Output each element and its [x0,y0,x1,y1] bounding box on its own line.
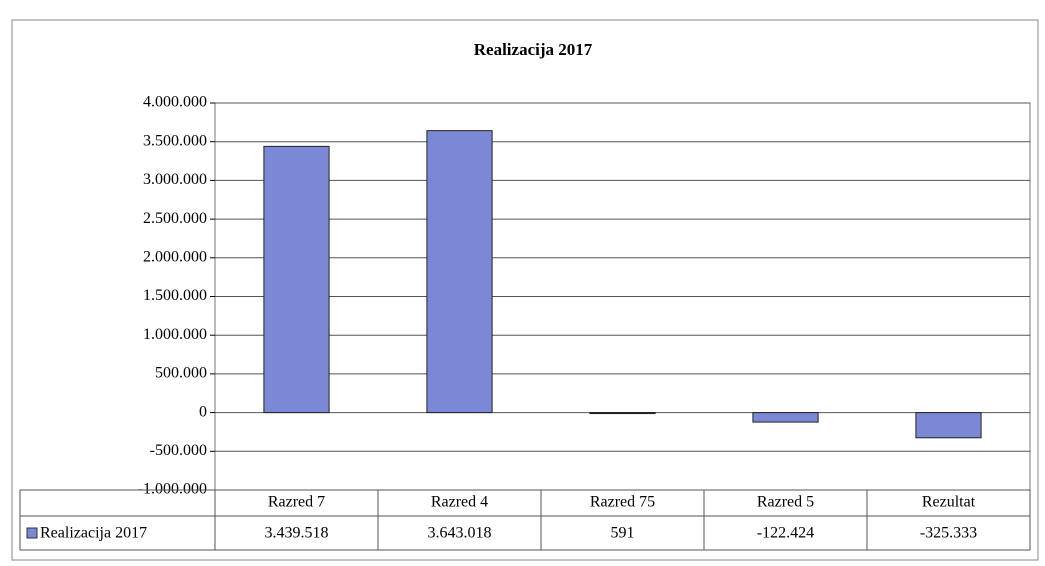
bar [752,412,819,423]
y-tick-label: -500.000 [150,442,207,459]
chart-title: Realizacija 2017 [474,40,593,59]
bar [426,130,493,414]
legend-swatch [26,527,38,539]
x-tick-label: Rezultat [922,494,976,511]
data-label: 591 [611,525,635,542]
y-tick-label: 0 [199,403,207,420]
legend-label: Realizacija 2017 [40,525,147,542]
y-tick-label: 2.000.000 [143,248,207,265]
x-tick-label: Razred 7 [268,494,325,511]
data-label: -122.424 [757,525,814,542]
y-tick-label: 3.000.000 [143,171,207,188]
x-tick-label: Razred 4 [431,494,488,511]
x-tick-label: Razred 5 [757,494,814,511]
y-tick-label: -1.000.000 [138,481,207,498]
y-tick-label: 500.000 [155,365,207,382]
y-tick-label: 4.000.000 [143,94,207,111]
y-tick-label: 3.500.000 [143,132,207,149]
data-label: -325.333 [920,525,977,542]
y-tick-label: 2.500.000 [143,210,207,227]
y-tick-label: 1.000.000 [143,326,207,343]
bar [263,145,330,414]
data-label: 3.643.018 [428,525,492,542]
bar [589,412,656,415]
x-tick-label: Razred 75 [590,494,655,511]
bar [915,412,982,439]
data-label: 3.439.518 [265,525,329,542]
y-tick-label: 1.500.000 [143,287,207,304]
